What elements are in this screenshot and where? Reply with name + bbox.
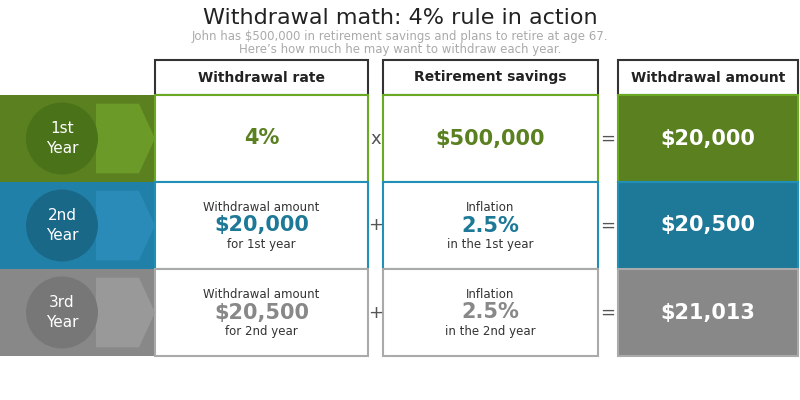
Text: x: x <box>370 130 381 148</box>
Text: for 2nd year: for 2nd year <box>225 325 298 338</box>
Bar <box>618 60 798 95</box>
Text: $21,013: $21,013 <box>661 302 755 322</box>
Text: Withdrawal amount: Withdrawal amount <box>631 70 785 84</box>
Bar <box>0 269 155 356</box>
Bar <box>618 182 798 269</box>
Text: =: = <box>601 130 615 148</box>
Text: 4%: 4% <box>244 128 279 148</box>
Text: $20,500: $20,500 <box>214 302 309 322</box>
Text: +: + <box>368 216 383 234</box>
Text: in the 1st year: in the 1st year <box>447 238 534 251</box>
Text: Withdrawal amount: Withdrawal amount <box>203 201 320 214</box>
Bar <box>155 60 368 95</box>
Text: $500,000: $500,000 <box>436 128 546 148</box>
Bar <box>155 95 368 182</box>
Text: Withdrawal math: 4% rule in action: Withdrawal math: 4% rule in action <box>202 8 598 28</box>
Text: +: + <box>368 304 383 322</box>
Text: 2.5%: 2.5% <box>462 302 519 322</box>
Text: Inflation: Inflation <box>466 288 514 301</box>
Bar <box>618 269 798 356</box>
Bar <box>383 95 598 182</box>
Text: 3rd
Year: 3rd Year <box>46 295 78 330</box>
Bar <box>155 182 368 269</box>
Text: Withdrawal rate: Withdrawal rate <box>198 70 325 84</box>
Text: Here’s how much he may want to withdraw each year.: Here’s how much he may want to withdraw … <box>239 43 561 56</box>
Text: in the 2nd year: in the 2nd year <box>445 325 536 338</box>
Text: 1st
Year: 1st Year <box>46 121 78 156</box>
Bar <box>0 182 155 269</box>
Bar <box>383 60 598 95</box>
Circle shape <box>26 102 98 174</box>
Polygon shape <box>96 104 155 173</box>
Text: =: = <box>601 216 615 234</box>
Polygon shape <box>96 278 155 347</box>
Text: Retirement savings: Retirement savings <box>414 70 566 84</box>
Bar <box>383 269 598 356</box>
Circle shape <box>26 276 98 348</box>
Bar <box>155 269 368 356</box>
Text: for 1st year: for 1st year <box>227 238 296 251</box>
Text: $20,000: $20,000 <box>661 128 755 148</box>
Text: $20,000: $20,000 <box>214 216 309 236</box>
Circle shape <box>26 190 98 262</box>
Text: John has $500,000 in retirement savings and plans to retire at age 67.: John has $500,000 in retirement savings … <box>192 30 608 43</box>
Bar <box>618 95 798 182</box>
Text: Withdrawal amount: Withdrawal amount <box>203 288 320 301</box>
Text: 2nd
Year: 2nd Year <box>46 208 78 243</box>
Polygon shape <box>96 191 155 260</box>
Text: $20,500: $20,500 <box>661 216 755 236</box>
Text: 2.5%: 2.5% <box>462 216 519 236</box>
Text: Inflation: Inflation <box>466 201 514 214</box>
Bar <box>0 95 155 182</box>
Bar <box>383 182 598 269</box>
Text: =: = <box>601 304 615 322</box>
